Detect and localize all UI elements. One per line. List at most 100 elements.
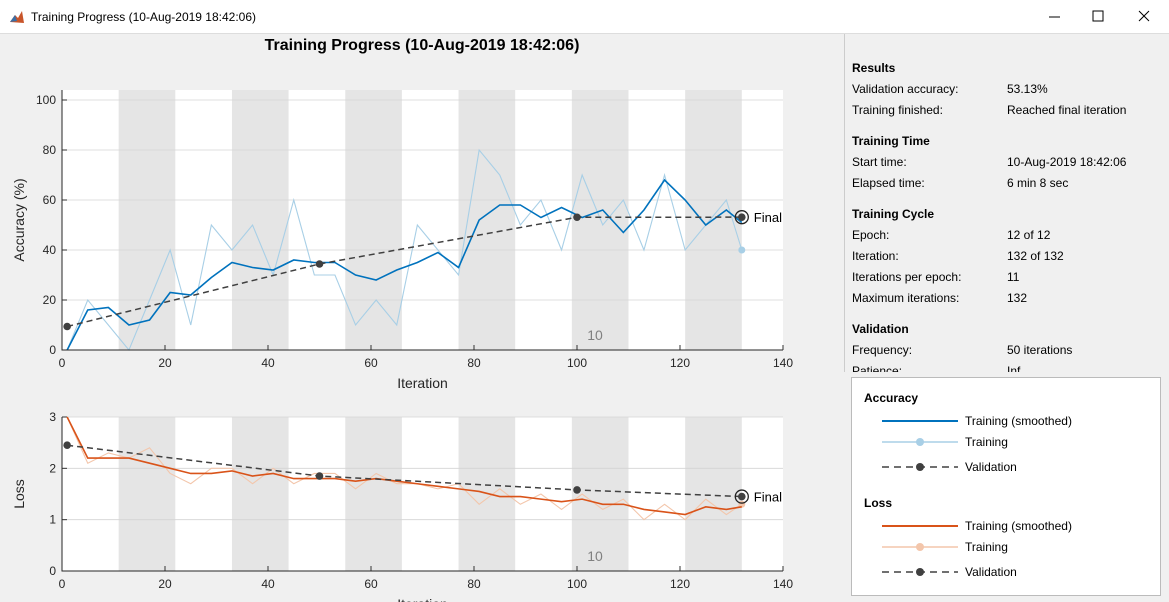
x-tick-label: 0 bbox=[59, 356, 66, 370]
legend-label: Validation bbox=[965, 460, 1017, 474]
validation-line bbox=[66, 216, 742, 328]
epoch-band bbox=[118, 417, 176, 571]
field-label: Iteration: bbox=[852, 249, 899, 263]
field-label: Maximum iterations: bbox=[852, 291, 960, 305]
axes-background bbox=[62, 90, 783, 350]
legend-label: Training (smoothed) bbox=[965, 414, 1072, 428]
chart-title: Training Progress (10-Aug-2019 18:42:06) bbox=[265, 37, 580, 54]
x-tick-label: 120 bbox=[670, 356, 690, 370]
validation-point bbox=[315, 260, 324, 268]
field-value: Inf bbox=[1007, 364, 1021, 372]
field-value: 53.13% bbox=[1007, 82, 1048, 96]
field-label: Iterations per epoch: bbox=[852, 270, 962, 284]
title-bar: Training Progress (10-Aug-2019 18:42:06) bbox=[0, 0, 1169, 34]
epoch-band bbox=[458, 90, 516, 350]
field-value: 132 of 132 bbox=[1007, 249, 1064, 263]
training-line bbox=[66, 416, 742, 516]
validation-point bbox=[573, 486, 581, 494]
legend-heading: Loss bbox=[864, 496, 892, 510]
validation-point bbox=[738, 213, 746, 221]
y-axis-label: Loss bbox=[11, 479, 27, 509]
y-tick-label: 1 bbox=[49, 513, 56, 527]
legend-label: Validation bbox=[965, 565, 1017, 579]
section-heading: Training Time bbox=[852, 134, 930, 148]
x-axis-label: Iteration bbox=[397, 596, 448, 602]
y-tick-label: 2 bbox=[49, 461, 56, 475]
y-tick-label: 20 bbox=[43, 293, 57, 307]
field-value: 10-Aug-2019 18:42:06 bbox=[1007, 155, 1127, 169]
x-tick-label: 20 bbox=[158, 356, 172, 370]
x-tick-label: 60 bbox=[364, 577, 378, 591]
x-tick-label: 100 bbox=[567, 577, 587, 591]
final-label: Final bbox=[754, 490, 782, 505]
field-value: Reached final iteration bbox=[1007, 103, 1127, 117]
legend: Accuracy Training (smoothed) Training Valid… bbox=[851, 377, 1161, 596]
final-training-point bbox=[738, 246, 746, 254]
field-label: Training finished: bbox=[852, 103, 943, 117]
training-line bbox=[66, 178, 743, 351]
final-marker bbox=[734, 489, 749, 504]
y-tick-label: 3 bbox=[49, 410, 56, 424]
field-value: 12 of 12 bbox=[1007, 228, 1051, 242]
x-tick-label: 140 bbox=[773, 577, 793, 591]
app-icon bbox=[10, 11, 24, 23]
validation-point bbox=[63, 441, 71, 450]
field-label: Elapsed time: bbox=[852, 176, 925, 190]
window-controls[interactable] bbox=[1029, 0, 1169, 33]
training-line bbox=[66, 148, 743, 352]
field-label: Patience: bbox=[852, 364, 903, 372]
legend-label: Training bbox=[965, 435, 1008, 449]
epoch-band bbox=[345, 90, 402, 350]
epoch-band bbox=[231, 417, 289, 571]
field-label: Validation accuracy: bbox=[852, 82, 959, 96]
y-tick-label: 100 bbox=[36, 93, 56, 107]
validation-point bbox=[738, 492, 746, 501]
epoch-label: 10 bbox=[587, 548, 603, 564]
final-marker bbox=[734, 210, 749, 225]
y-axis-label: Accuracy (%) bbox=[11, 178, 27, 261]
section-heading: Training Cycle bbox=[852, 207, 935, 221]
epoch-band bbox=[685, 417, 742, 571]
field-label: Start time: bbox=[852, 155, 907, 169]
x-tick-label: 40 bbox=[261, 577, 275, 591]
validation-point bbox=[63, 322, 71, 331]
x-tick-label: 80 bbox=[467, 577, 481, 591]
final-label: Final bbox=[754, 210, 782, 225]
legend-heading: Accuracy bbox=[864, 391, 918, 405]
validation-point bbox=[315, 472, 324, 480]
section-heading: Validation bbox=[852, 322, 909, 336]
x-tick-label: 0 bbox=[59, 577, 66, 591]
legend-graphic: Accuracy Training (smoothed) Training Valid… bbox=[864, 391, 1072, 579]
legend-marker bbox=[916, 463, 924, 471]
legend-marker bbox=[916, 438, 924, 446]
maximize-button[interactable] bbox=[1092, 10, 1104, 22]
x-tick-label: 40 bbox=[261, 356, 275, 370]
section-heading: Results bbox=[852, 61, 896, 75]
x-tick-label: 20 bbox=[158, 577, 172, 591]
axes-background bbox=[62, 417, 783, 571]
field-value: 6 min 8 sec bbox=[1007, 176, 1069, 190]
field-value: 11 bbox=[1007, 270, 1020, 284]
y-tick-label: 0 bbox=[49, 564, 56, 578]
legend-marker bbox=[916, 568, 924, 576]
axes-box bbox=[61, 90, 783, 351]
field-value: 50 iterations bbox=[1007, 343, 1073, 357]
x-tick-label: 60 bbox=[364, 356, 378, 370]
x-tick-label: 120 bbox=[670, 577, 690, 591]
epoch-label: 10 bbox=[587, 327, 603, 343]
x-tick-label: 100 bbox=[567, 356, 587, 370]
legend-label: Training bbox=[965, 540, 1008, 554]
close-button[interactable] bbox=[1138, 10, 1150, 22]
legend-marker bbox=[916, 543, 924, 551]
x-tick-label: 140 bbox=[773, 356, 793, 370]
field-value: 132 bbox=[1007, 291, 1028, 305]
x-tick-label: 80 bbox=[467, 356, 481, 370]
y-tick-label: 0 bbox=[49, 343, 56, 357]
info-panel: Results Validation accuracy: 53.13% Trainin… bbox=[844, 34, 1169, 372]
epoch-band bbox=[231, 90, 289, 350]
validation-line bbox=[67, 444, 742, 498]
y-tick-label: 40 bbox=[43, 243, 57, 257]
y-tick-label: 60 bbox=[43, 193, 57, 207]
